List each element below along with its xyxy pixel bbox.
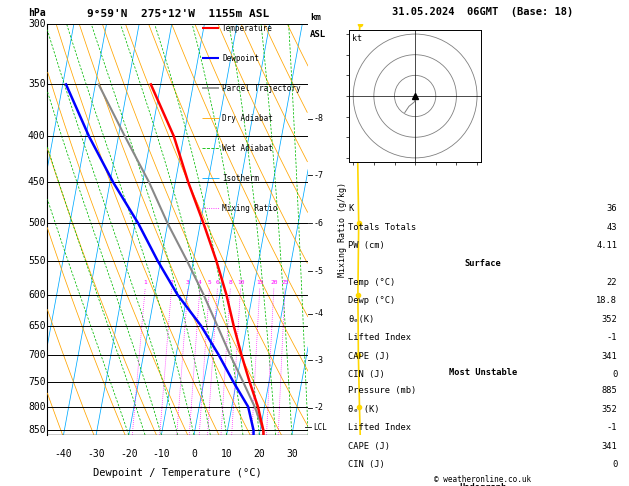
Text: 750: 750 <box>28 377 45 386</box>
Text: 300: 300 <box>28 19 45 29</box>
Text: © weatheronline.co.uk: © weatheronline.co.uk <box>434 474 532 484</box>
Text: -2: -2 <box>314 403 324 412</box>
Text: 350: 350 <box>28 79 45 89</box>
Text: km: km <box>310 13 321 22</box>
Text: Temp (°C): Temp (°C) <box>348 278 396 287</box>
Text: Most Unstable: Most Unstable <box>448 368 517 377</box>
Text: PW (cm): PW (cm) <box>348 242 385 250</box>
Text: 4.11: 4.11 <box>596 242 617 250</box>
Text: CIN (J): CIN (J) <box>348 370 385 379</box>
Text: 31.05.2024  06GMT  (Base: 18): 31.05.2024 06GMT (Base: 18) <box>392 7 574 17</box>
Text: -1: -1 <box>607 423 617 432</box>
Text: Parcel Trajectory: Parcel Trajectory <box>222 84 301 93</box>
Text: 1: 1 <box>143 280 147 285</box>
Text: Surface: Surface <box>464 260 501 268</box>
Text: -40: -40 <box>55 450 72 459</box>
Text: hPa: hPa <box>28 8 45 18</box>
Text: Mixing Ratio (g/kg): Mixing Ratio (g/kg) <box>338 182 347 277</box>
Text: 0: 0 <box>191 450 197 459</box>
Text: 30: 30 <box>286 450 298 459</box>
Text: Lifted Index: Lifted Index <box>348 333 411 342</box>
Text: 10: 10 <box>221 450 233 459</box>
Text: 800: 800 <box>28 402 45 412</box>
Text: Mixing Ratio: Mixing Ratio <box>222 204 277 213</box>
Text: CAPE (J): CAPE (J) <box>348 442 390 451</box>
Text: 352: 352 <box>601 405 617 414</box>
Text: Dewpoint: Dewpoint <box>222 54 259 63</box>
Text: -1: -1 <box>607 333 617 342</box>
Text: -4: -4 <box>314 309 324 318</box>
Text: 36: 36 <box>607 205 617 213</box>
Text: 341: 341 <box>601 352 617 361</box>
Text: 0: 0 <box>612 370 617 379</box>
Text: 10: 10 <box>237 280 244 285</box>
Text: Isotherm: Isotherm <box>222 174 259 183</box>
Text: 700: 700 <box>28 350 45 360</box>
Text: 550: 550 <box>28 256 45 266</box>
Text: 5: 5 <box>208 280 211 285</box>
Text: 3: 3 <box>186 280 190 285</box>
Text: 500: 500 <box>28 219 45 228</box>
Text: θₑ (K): θₑ (K) <box>348 405 380 414</box>
Text: 8: 8 <box>228 280 232 285</box>
Text: -5: -5 <box>314 267 324 276</box>
Text: 0: 0 <box>612 460 617 469</box>
Text: 650: 650 <box>28 321 45 331</box>
Text: Dry Adiabat: Dry Adiabat <box>222 114 273 123</box>
Text: LCL: LCL <box>313 423 327 432</box>
Text: Wet Adiabat: Wet Adiabat <box>222 144 273 153</box>
Text: -6: -6 <box>314 219 324 228</box>
Text: -30: -30 <box>87 450 105 459</box>
Text: Temperature: Temperature <box>222 24 273 33</box>
Text: 25: 25 <box>281 280 289 285</box>
Text: 341: 341 <box>601 442 617 451</box>
Text: -3: -3 <box>314 356 324 364</box>
Text: Totals Totals: Totals Totals <box>348 223 416 232</box>
Text: CAPE (J): CAPE (J) <box>348 352 390 361</box>
Text: 400: 400 <box>28 132 45 141</box>
Text: 4: 4 <box>198 280 202 285</box>
Text: 9°59'N  275°12'W  1155m ASL: 9°59'N 275°12'W 1155m ASL <box>87 9 269 19</box>
Text: Dewpoint / Temperature (°C): Dewpoint / Temperature (°C) <box>93 468 262 478</box>
Text: -8: -8 <box>314 114 324 123</box>
Text: -20: -20 <box>120 450 138 459</box>
Text: K: K <box>348 205 353 213</box>
Text: 15: 15 <box>256 280 264 285</box>
Text: 43: 43 <box>607 223 617 232</box>
Text: -10: -10 <box>153 450 170 459</box>
Text: CIN (J): CIN (J) <box>348 460 385 469</box>
Text: 20: 20 <box>253 450 265 459</box>
Text: θₑ(K): θₑ(K) <box>348 315 374 324</box>
Text: Hodograph: Hodograph <box>459 484 506 486</box>
Text: Pressure (mb): Pressure (mb) <box>348 386 416 395</box>
Text: 22: 22 <box>607 278 617 287</box>
Text: 885: 885 <box>601 386 617 395</box>
Text: kt: kt <box>352 34 362 43</box>
Text: 600: 600 <box>28 290 45 299</box>
Text: Lifted Index: Lifted Index <box>348 423 411 432</box>
Text: 18.8: 18.8 <box>596 296 617 305</box>
Text: 450: 450 <box>28 177 45 188</box>
Text: Dewp (°C): Dewp (°C) <box>348 296 396 305</box>
Text: 850: 850 <box>28 425 45 435</box>
Text: ASL: ASL <box>310 31 326 39</box>
Text: -7: -7 <box>314 171 324 180</box>
Text: 20: 20 <box>270 280 277 285</box>
Text: 352: 352 <box>601 315 617 324</box>
Text: 2: 2 <box>170 280 174 285</box>
Text: 6: 6 <box>216 280 220 285</box>
